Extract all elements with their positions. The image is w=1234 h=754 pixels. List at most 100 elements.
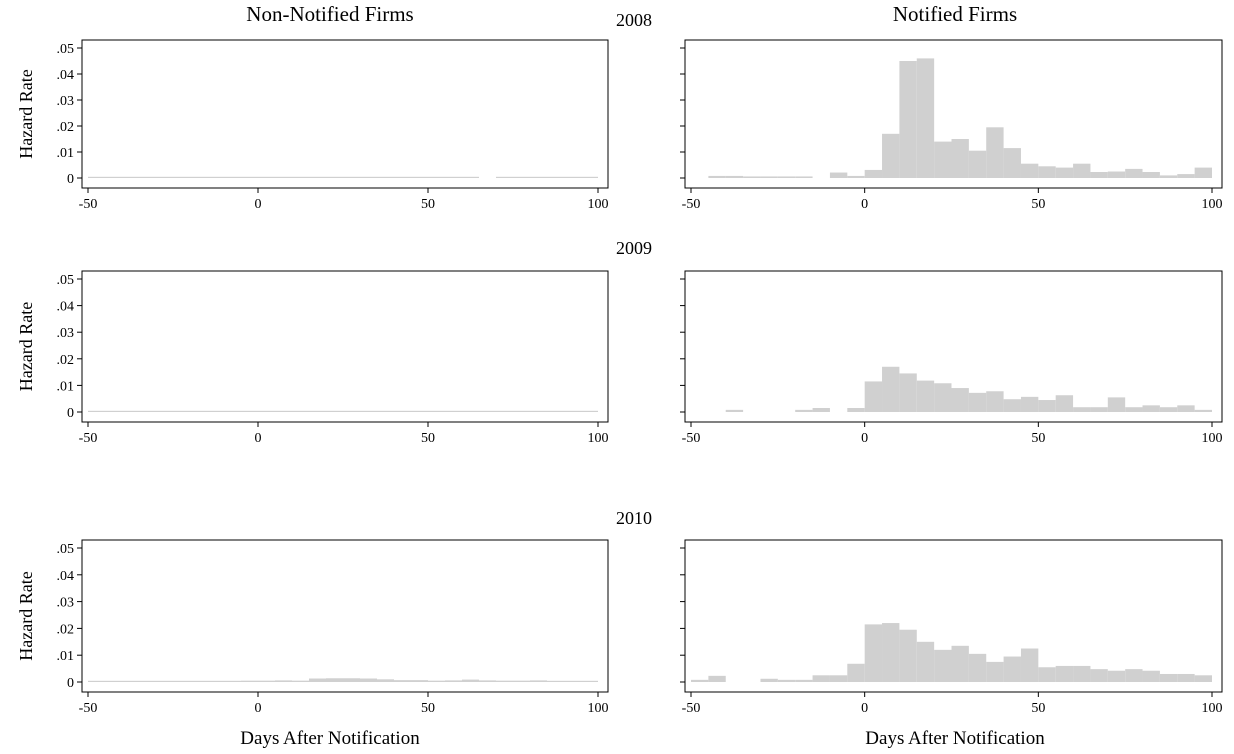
x-tick-label: 0 (255, 431, 262, 446)
histogram-bar (496, 176, 513, 178)
histogram-bar (1038, 667, 1056, 682)
histogram-bar (292, 176, 309, 178)
y-tick-label: .03 (57, 94, 75, 109)
year-label-2009: 2009 (616, 238, 652, 258)
histogram-bar (190, 410, 207, 412)
histogram-bar (864, 381, 883, 412)
histogram-bar (530, 680, 547, 682)
histogram-bar (934, 383, 952, 412)
histogram-bar (292, 410, 309, 412)
histogram-bar (360, 176, 377, 178)
histogram-bar (1142, 405, 1160, 412)
histogram-bar (829, 172, 848, 178)
histogram-bar (1142, 670, 1160, 682)
histogram-bar (795, 176, 813, 178)
histogram-bar (377, 410, 394, 412)
histogram-bar (105, 176, 122, 178)
histogram-bar (258, 176, 275, 178)
x-tick-label: 50 (421, 701, 435, 716)
histogram-bar (1194, 167, 1212, 178)
histogram-bar (882, 623, 900, 682)
y-tick-label: .02 (57, 353, 75, 368)
histogram-bar (479, 680, 496, 682)
y-tick-label: 0 (67, 172, 74, 187)
histogram-bar (916, 380, 935, 412)
histogram-bar (156, 410, 173, 412)
histogram-bar (581, 410, 598, 412)
x-tick-label: 0 (861, 197, 868, 212)
histogram-bar (795, 409, 813, 412)
histogram-bar (105, 410, 122, 412)
histogram-bar (1020, 648, 1039, 682)
histogram-bar (725, 409, 744, 412)
histogram-bar (1159, 673, 1178, 682)
panel-2010-non-notified: -50 0 50 100 0 .01 .02 .03 .04 .05 Hazard Rate (16, 539, 609, 716)
x-tick-label: -50 (79, 197, 98, 212)
x-tick-label: 50 (421, 431, 435, 446)
histogram-bar (173, 176, 190, 178)
histogram-bar (829, 675, 848, 682)
histogram-bar (207, 680, 224, 682)
histogram-bar (1073, 407, 1091, 412)
plot-frame (81, 270, 609, 423)
histogram-bar (1107, 670, 1126, 682)
histogram-bar (1177, 405, 1195, 412)
x-tick-label: 0 (861, 701, 868, 716)
histogram-bar (156, 680, 173, 682)
histogram-bar (496, 680, 513, 682)
histogram-bar (916, 58, 935, 178)
x-tick-label: -50 (79, 431, 98, 446)
histogram-bar (462, 176, 479, 178)
histogram-bar (462, 410, 479, 412)
histogram-bar (139, 410, 156, 412)
histogram-bar (725, 175, 744, 178)
histogram-bar (847, 663, 865, 682)
histogram-bar (224, 410, 241, 412)
x-tick-label: 0 (255, 701, 262, 716)
histogram-bar (496, 410, 513, 412)
histogram-bar (899, 61, 917, 178)
plot-frame (684, 539, 1223, 693)
histogram-bar (513, 410, 530, 412)
y-tick-label: .04 (57, 68, 75, 83)
histogram-bar (1038, 166, 1056, 178)
histogram-bar (309, 678, 326, 682)
histogram-bar (1090, 172, 1108, 178)
histogram-bar (708, 175, 726, 178)
histogram-bar (882, 133, 900, 178)
histogram-bar (88, 410, 105, 412)
histogram-bar (122, 680, 139, 682)
histogram-bar (691, 679, 709, 682)
histogram-bar (1090, 669, 1108, 682)
y-axis-label: Hazard Rate (16, 69, 36, 158)
histogram-bar (986, 661, 1004, 682)
x-tick-label: 100 (588, 701, 609, 716)
histogram-bar (777, 679, 796, 682)
histogram-bar (258, 410, 275, 412)
y-tick-label: .01 (57, 379, 75, 394)
histogram-bar (360, 678, 377, 682)
histogram-bar (1142, 172, 1160, 178)
y-tick-label: .05 (57, 42, 75, 57)
histogram-bar (530, 410, 547, 412)
histogram-bar (547, 410, 564, 412)
histogram-bar (951, 388, 969, 412)
y-tick-label: .01 (57, 146, 75, 161)
plot-frame (81, 539, 609, 693)
histogram-bar (1125, 669, 1143, 682)
histogram-bar (207, 410, 224, 412)
histogram-bar (812, 675, 830, 682)
histogram-bar (882, 366, 900, 412)
panel-2010-notified: -50 0 50 100 (680, 539, 1223, 716)
histogram-bar (343, 176, 360, 178)
column-title-notified: Notified Firms (892, 2, 1018, 26)
histogram-bar (1107, 171, 1126, 178)
y-tick-label: 0 (67, 406, 74, 421)
histogram-bar (224, 176, 241, 178)
histogram-bar (581, 176, 598, 178)
histogram-bar (173, 680, 190, 682)
histogram-bar (986, 391, 1004, 412)
histogram-bar (190, 176, 207, 178)
histogram-bar (292, 680, 309, 682)
